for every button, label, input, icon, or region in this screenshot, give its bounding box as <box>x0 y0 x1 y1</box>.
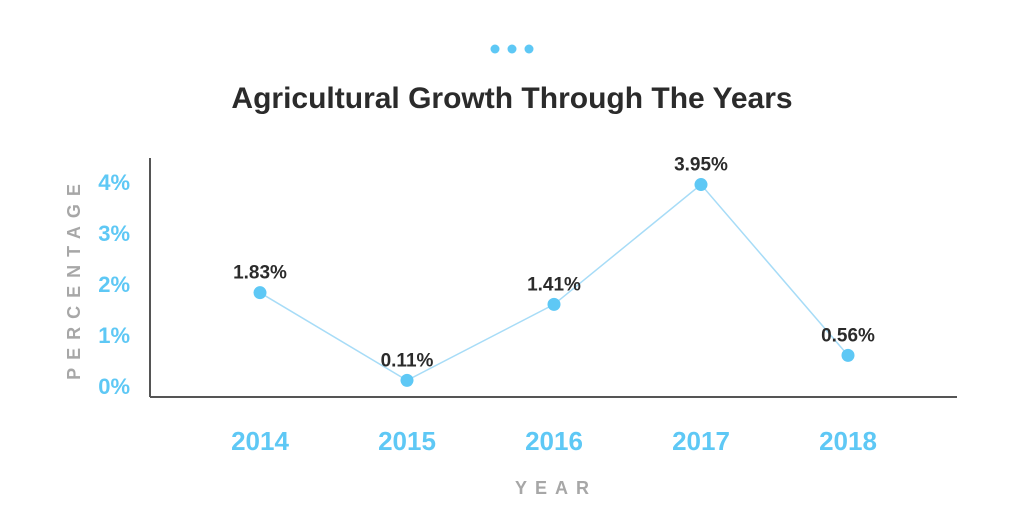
y-tick-label: 3% <box>98 221 130 246</box>
y-tick-label: 1% <box>98 323 130 348</box>
y-axis-label: PERCENTAGE <box>64 176 84 380</box>
data-label: 1.41% <box>527 274 581 295</box>
x-tick-label: 2017 <box>672 426 730 456</box>
data-label: 0.11% <box>381 350 434 371</box>
data-label: 1.83% <box>233 263 287 284</box>
header-dots <box>490 44 534 54</box>
data-label: 0.56% <box>821 325 875 346</box>
data-point <box>841 348 855 362</box>
y-ticks: 0% 1% 2% 3% 4% <box>98 170 130 399</box>
data-point <box>253 286 267 300</box>
header-dot <box>524 44 534 54</box>
data-point <box>547 297 561 311</box>
header-dot <box>507 44 517 54</box>
x-tick-label: 2015 <box>378 426 436 456</box>
x-ticks: 2014 2015 2016 2017 2018 <box>231 426 877 456</box>
x-tick-label: 2014 <box>231 426 289 456</box>
data-point <box>400 373 414 387</box>
data-label: 3.95% <box>674 155 728 176</box>
x-axis-label: YEAR <box>515 478 597 498</box>
series: 1.83% 0.11% 1.41% 3.95% 0.56% <box>233 155 875 387</box>
data-point <box>694 178 708 192</box>
y-tick-label: 2% <box>98 272 130 297</box>
chart-title: Agricultural Growth Through The Years <box>231 82 792 115</box>
header-dot <box>490 44 500 54</box>
y-tick-label: 0% <box>98 374 130 399</box>
y-tick-label: 4% <box>98 170 130 195</box>
x-tick-label: 2016 <box>525 426 583 456</box>
x-tick-label: 2018 <box>819 426 877 456</box>
